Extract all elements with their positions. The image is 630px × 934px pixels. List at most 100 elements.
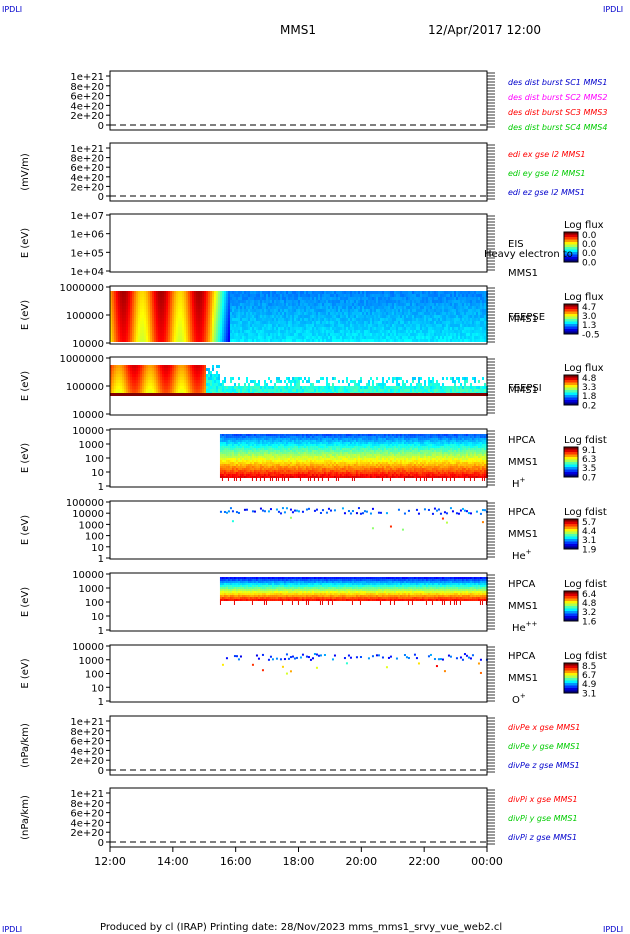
spectrogram-cell	[440, 315, 442, 318]
spectrogram-cell	[300, 294, 302, 297]
spectrogram-cell	[462, 336, 464, 339]
spectrogram-cell	[442, 324, 444, 327]
spectrogram-cell	[192, 330, 194, 333]
spectrogram-cell	[444, 294, 446, 297]
spectrogram-cell	[406, 297, 408, 300]
colorbar-value: 3.0	[582, 312, 597, 322]
spectrogram-cell	[118, 383, 120, 386]
spectrogram-cell	[320, 330, 322, 333]
spectrogram-cell	[370, 306, 372, 309]
spectrogram-cell	[170, 318, 172, 321]
spectrogram-cell	[372, 294, 374, 297]
spectrogram-cell	[256, 309, 258, 312]
spectrogram-cell	[286, 393, 288, 396]
spectrogram-cell	[342, 393, 344, 396]
spectrogram-cell	[174, 309, 176, 312]
spectrogram-cell	[266, 315, 268, 318]
spectrogram-cell	[284, 324, 286, 327]
spectrogram-cell	[414, 297, 416, 300]
spectrogram-cell	[158, 380, 160, 383]
spectrogram-cell	[318, 333, 320, 336]
spectrogram-cell	[168, 330, 170, 333]
spectrogram-cell	[400, 393, 402, 396]
colorbar-frame	[563, 231, 579, 263]
spectrogram-cell	[233, 450, 236, 452]
spectrogram-cell	[468, 321, 470, 324]
spectrogram-cell	[476, 309, 478, 312]
spectrogram-cell	[142, 371, 144, 374]
spectrogram-cell	[272, 303, 274, 306]
spectrogram-cell	[134, 321, 136, 324]
spectrogram-cell	[336, 318, 338, 321]
spectrogram-cell	[237, 460, 240, 462]
spectrogram-cell	[264, 330, 266, 333]
spectrogram-cell	[440, 321, 442, 324]
spectrogram-cell	[296, 327, 298, 330]
spectrogram-cell	[350, 389, 352, 392]
spectrogram-cell	[150, 330, 152, 333]
spectrogram-cell	[358, 315, 360, 318]
spectrogram-cell	[182, 371, 184, 374]
spectrogram-cell	[330, 327, 332, 330]
spectrogram-cell	[136, 368, 138, 371]
spectrogram-cell	[192, 368, 194, 371]
spectrogram-cell	[386, 297, 388, 300]
spectrogram-cell	[168, 374, 170, 377]
spectrogram-cell	[380, 306, 382, 309]
spectrogram-cell	[290, 386, 292, 389]
spectrogram-cell	[372, 297, 374, 300]
spectrogram-cell	[450, 327, 452, 330]
spectrogram-cell	[223, 448, 226, 450]
spectrogram-cell	[204, 309, 206, 312]
spectrogram-cell	[340, 386, 342, 389]
spectrogram-cell	[188, 365, 190, 368]
spectrogram-cell	[244, 297, 246, 300]
spectrogram-cell	[420, 312, 422, 315]
spectrogram-cell	[372, 303, 374, 306]
spectrogram-cell	[352, 303, 354, 306]
spectrogram-cell	[176, 324, 178, 327]
spectrogram-cell	[470, 333, 472, 336]
spectrogram-cell	[130, 368, 132, 371]
spectrogram-cell	[400, 321, 402, 324]
spectrogram-cell	[414, 312, 416, 315]
spectrogram-cell	[358, 393, 360, 396]
spectrogram-cell	[170, 309, 172, 312]
spectrogram-cell	[388, 386, 390, 389]
spectrogram-cell	[278, 327, 280, 330]
spectrogram-cell	[110, 377, 112, 380]
spectrogram-cell	[476, 327, 478, 330]
spectrogram-cell	[162, 377, 164, 380]
spectrogram-cell	[302, 339, 304, 342]
spectrogram-cell	[196, 333, 198, 336]
spectrogram-cell	[112, 291, 114, 294]
spectrogram-cell	[426, 303, 428, 306]
spectrogram-cell	[233, 474, 236, 476]
spectrogram-cell	[320, 327, 322, 330]
y-tick-label: 2e+20	[70, 111, 104, 122]
spectrogram-cell	[318, 380, 320, 383]
spectrogram-cell	[144, 309, 146, 312]
spectrogram-cell	[288, 306, 290, 309]
spectrogram-cell	[120, 321, 122, 324]
spectrogram-cell	[198, 327, 200, 330]
spectrogram-cell	[448, 306, 450, 309]
spectrogram-cell	[178, 365, 180, 368]
spectrogram-cell	[448, 321, 450, 324]
spectrogram-cell	[134, 294, 136, 297]
spectrogram-cell	[120, 315, 122, 318]
colorbar-swatch	[564, 232, 578, 235]
spectrogram-cell	[174, 327, 176, 330]
spectrogram-cell	[474, 303, 476, 306]
spectrogram-cell	[188, 371, 190, 374]
spectrogram-cell	[238, 330, 240, 333]
spectrogram-cell	[448, 315, 450, 318]
spectrogram-cell	[414, 324, 416, 327]
spectrogram-cell	[296, 309, 298, 312]
spectrogram-cell	[344, 386, 346, 389]
spectrogram-cell	[344, 324, 346, 327]
spectrogram-cell	[304, 318, 306, 321]
spectrogram-cell	[238, 393, 240, 396]
spectrogram-cell	[212, 294, 214, 297]
spectrogram-cell	[380, 291, 382, 294]
